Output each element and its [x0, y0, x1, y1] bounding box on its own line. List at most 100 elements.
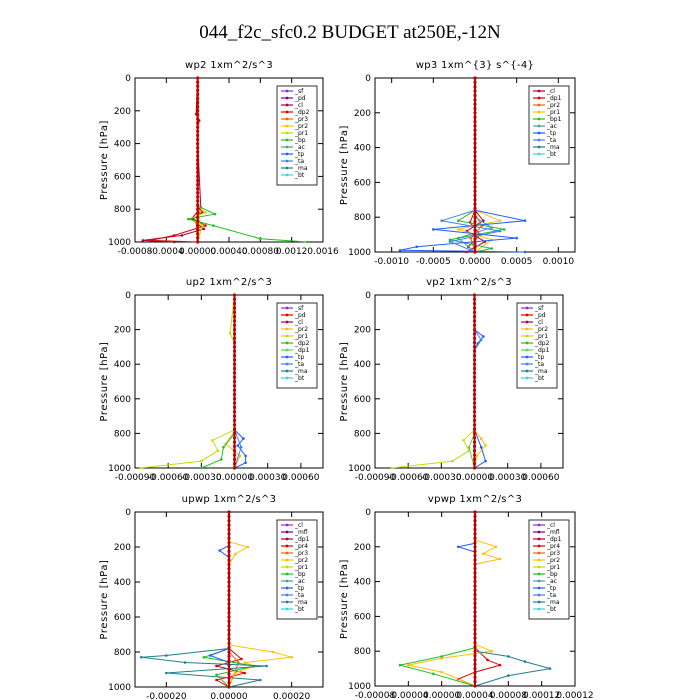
- y-tick-label: 0: [365, 508, 371, 518]
- legend-marker: [285, 306, 289, 310]
- series-point-pr2: [482, 552, 485, 556]
- zero-profile-point: [196, 80, 200, 84]
- legend-entry: _pr3: [294, 550, 308, 557]
- legend-entry: _pr1: [534, 333, 548, 340]
- zero-profile-point: [472, 306, 477, 310]
- legend-marker: [285, 369, 289, 373]
- legend-marker: [285, 327, 289, 331]
- series-point-tp: [236, 444, 240, 447]
- legend: _sf_pd_cl_pr2_pr1_dp2_dp1_tp_ta_ma_bt: [276, 302, 318, 389]
- zero-profile-point: [232, 349, 237, 353]
- zero-profile-point: [232, 392, 237, 397]
- x-tick-label: 0.00012: [556, 691, 593, 700]
- zero-profile-point: [473, 680, 477, 684]
- y-tick-label: 1000: [348, 682, 371, 692]
- zero-profile-point: [227, 549, 231, 554]
- legend-box: [528, 85, 570, 165]
- legend-marker: [537, 600, 541, 604]
- zero-profile-point: [196, 178, 200, 183]
- zero-profile-point: [232, 345, 237, 349]
- zero-profile-point: [473, 233, 477, 237]
- zero-profile-point: [472, 436, 477, 440]
- zero-profile-point: [232, 466, 237, 470]
- zero-profile-point: [473, 133, 477, 137]
- panel-title: vp2 1xm^2/s^3: [426, 277, 512, 288]
- y-tick-label: 600: [114, 395, 131, 405]
- series-point-ta: [440, 219, 444, 222]
- zero-profile-point: [472, 315, 477, 319]
- legend-marker: [537, 89, 541, 93]
- legend-entry: _cl: [294, 522, 303, 529]
- x-tick-label: -0.00004: [388, 691, 429, 700]
- zero-profile-point: [227, 659, 231, 663]
- zero-profile-point: [196, 158, 200, 162]
- zero-profile-point: [232, 379, 237, 384]
- legend-entry: _tp: [294, 585, 304, 592]
- zero-profile-point: [472, 457, 477, 461]
- x-tick-label: -0.00060: [148, 473, 189, 483]
- series-point-cl: [202, 227, 206, 231]
- series-point-pr2: [290, 656, 294, 659]
- y-tick-label: 0: [125, 291, 131, 301]
- zero-profile-point: [232, 302, 237, 306]
- zero-profile-point: [232, 436, 237, 440]
- series-point-pr4: [240, 657, 243, 661]
- zero-profile-point: [232, 423, 237, 427]
- y-tick-label: 800: [114, 429, 131, 439]
- y-tick-label: 400: [354, 144, 371, 154]
- legend-marker: [285, 572, 289, 576]
- series-point-pr2: [440, 670, 444, 674]
- legend-marker: [285, 341, 289, 345]
- zero-profile-point: [473, 137, 477, 141]
- zero-profile-point: [227, 632, 231, 637]
- legend-marker: [537, 96, 541, 100]
- panel-up2: up2 1xm^2/s^3 Pressure [hPa] 0 200 400 600 800…: [99, 277, 324, 483]
- zero-profile-point: [196, 215, 200, 219]
- series-point-ac: [490, 226, 494, 229]
- legend-marker: [525, 341, 529, 345]
- series-point-pr1: [204, 211, 207, 214]
- zero-profile-point: [473, 198, 477, 202]
- zero-profile-point: [196, 174, 200, 178]
- x-tick-label: -0.0004: [149, 247, 184, 257]
- legend-marker: [537, 586, 541, 590]
- legend-marker: [285, 117, 289, 121]
- zero-profile-point: [196, 101, 200, 105]
- x-tick-label: -0.00030: [421, 473, 462, 483]
- series-point-bp1: [457, 219, 460, 222]
- y-tick-label: 0: [365, 74, 371, 84]
- zero-profile-point: [473, 159, 477, 163]
- y-tick-label: 200: [114, 326, 131, 336]
- panel-wp3: wp3 1xm^{3} s^{-4} Pressure [hPa] 0 200 400 6…: [339, 60, 576, 267]
- zero-profile-point: [196, 211, 200, 215]
- zero-profile-point: [196, 162, 200, 166]
- panel-vp2: vp2 1xm^2/s^3 Pressure [hPa] 0 200 400 600 800…: [339, 277, 564, 483]
- zero-profile-point: [227, 611, 231, 615]
- series-point-tp: [398, 249, 402, 252]
- zero-profile-point: [227, 650, 231, 654]
- series-point-ta: [479, 338, 483, 342]
- series-point-pr1: [462, 439, 465, 442]
- legend-entry: _ac: [294, 578, 305, 585]
- legend-marker: [537, 551, 541, 555]
- legend-marker: [285, 145, 289, 149]
- legend-entry: _bp1: [546, 116, 562, 123]
- x-tick-label: -0.0010: [374, 257, 409, 267]
- x-tick-label: 0.00060: [522, 473, 559, 483]
- zero-profile-point: [196, 228, 200, 232]
- legend-entry: _bp: [294, 137, 306, 144]
- series-point-cl: [180, 234, 184, 237]
- legend-marker: [537, 523, 541, 527]
- zero-profile-point: [473, 220, 477, 224]
- zero-profile-point: [473, 662, 477, 666]
- zero-profile-point: [232, 328, 237, 332]
- y-tick-label: 600: [354, 612, 371, 622]
- zero-profile-point: [232, 384, 237, 388]
- zero-profile-point: [473, 176, 477, 180]
- y-tick-label: 400: [354, 360, 371, 370]
- legend-marker: [285, 537, 289, 541]
- series-point-bp: [432, 672, 435, 676]
- y-tick-label: 400: [114, 140, 131, 150]
- zero-profile-point: [227, 584, 231, 589]
- zero-profile-point: [473, 519, 477, 523]
